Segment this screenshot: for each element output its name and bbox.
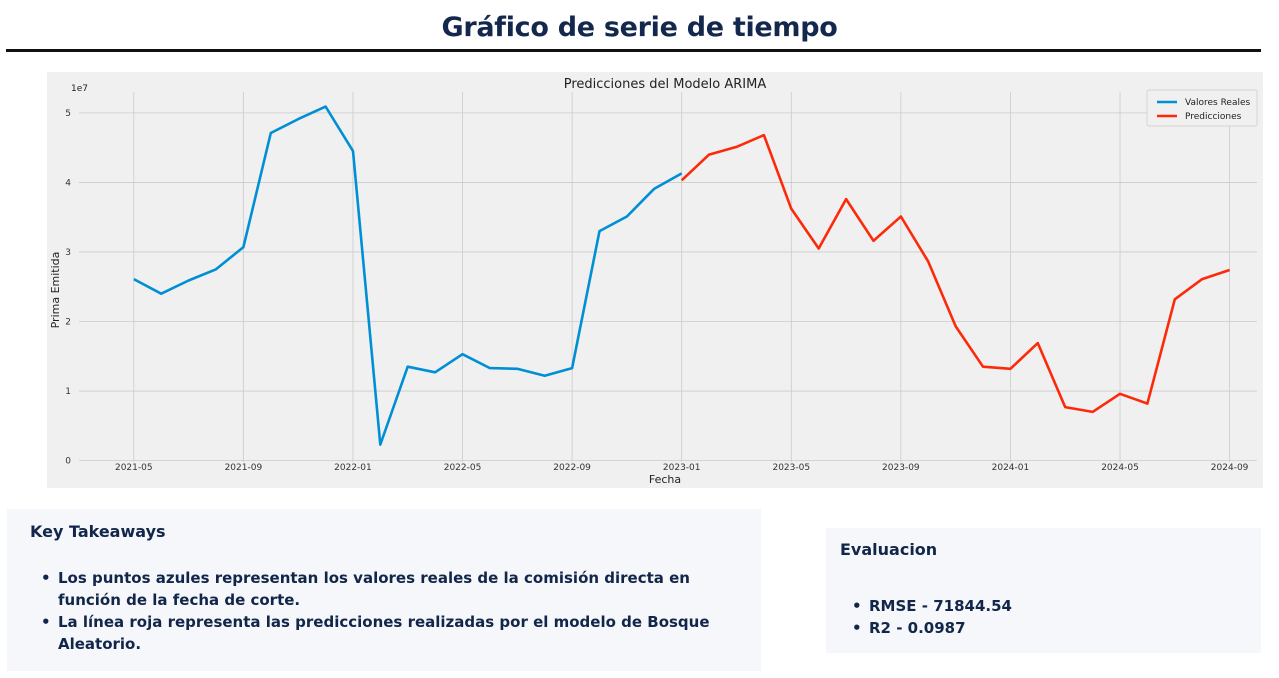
- list-item: Los puntos azules representan los valore…: [41, 567, 756, 611]
- x-tick-label: 2022-01: [334, 463, 372, 473]
- list-item: La línea roja representa las prediccione…: [41, 611, 756, 655]
- key-takeaways-list: Los puntos azules representan los valore…: [41, 567, 756, 655]
- y-axis-label: Prima Emitida: [49, 252, 62, 329]
- x-tick-label: 2024-09: [1211, 463, 1249, 473]
- x-tick-label: 2023-01: [663, 463, 701, 473]
- legend-label-reales: Valores Reales: [1185, 98, 1251, 108]
- evaluacion-list: RMSE - 71844.54 R2 - 0.0987: [852, 595, 1252, 639]
- y-multiplier-label: 1e7: [71, 84, 88, 94]
- key-takeaways-panel: Key Takeaways Los puntos azules represen…: [7, 509, 761, 671]
- legend-label-predicciones: Predicciones: [1185, 112, 1242, 122]
- x-tick-label: 2023-05: [772, 463, 810, 473]
- series-layer: [133, 105, 1231, 446]
- arima-chart: 2021-05 2021-09 2022-01 2022-05 2022-09 2023-…: [47, 72, 1263, 488]
- list-item: R2 - 0.0987: [852, 617, 1252, 639]
- grid-layer: [79, 92, 1257, 462]
- x-axis-label: Fecha: [649, 473, 681, 486]
- evaluacion-heading: Evaluacion: [840, 540, 938, 559]
- series-line-predicciones: [680, 133, 1231, 414]
- evaluacion-panel: Evaluacion RMSE - 71844.54 R2 - 0.0987: [826, 528, 1261, 653]
- chart-svg: 2021-05 2021-09 2022-01 2022-05 2022-09 2023-…: [49, 77, 1258, 486]
- y-tick-label: 3: [65, 248, 71, 258]
- y-tick-label: 5: [65, 109, 71, 119]
- x-tick-label: 2023-09: [882, 463, 920, 473]
- x-tick-label: 2024-01: [992, 463, 1030, 473]
- y-tick-label: 4: [65, 178, 71, 188]
- x-tick-label: 2021-05: [115, 463, 153, 473]
- title-divider: [6, 49, 1261, 52]
- chart-title: Predicciones del Modelo ARIMA: [564, 77, 767, 92]
- y-tick-label: 1: [65, 387, 71, 397]
- x-tick-label: 2024-05: [1101, 463, 1139, 473]
- x-tick-label: 2022-09: [553, 463, 591, 473]
- axis-layer: 2021-05 2021-09 2022-01 2022-05 2022-09 2023-…: [65, 109, 1248, 473]
- page-title: Gráfico de serie de tiempo: [441, 12, 838, 43]
- x-tick-label: 2021-09: [225, 463, 263, 473]
- key-takeaways-heading: Key Takeaways: [30, 522, 166, 541]
- series-line-valores-reales: [133, 105, 683, 446]
- y-tick-label: 2: [65, 318, 71, 328]
- x-tick-label: 2022-05: [444, 463, 482, 473]
- y-tick-label: 0: [65, 457, 71, 467]
- list-item: RMSE - 71844.54: [852, 595, 1252, 617]
- legend: Valores Reales Predicciones: [1146, 89, 1258, 127]
